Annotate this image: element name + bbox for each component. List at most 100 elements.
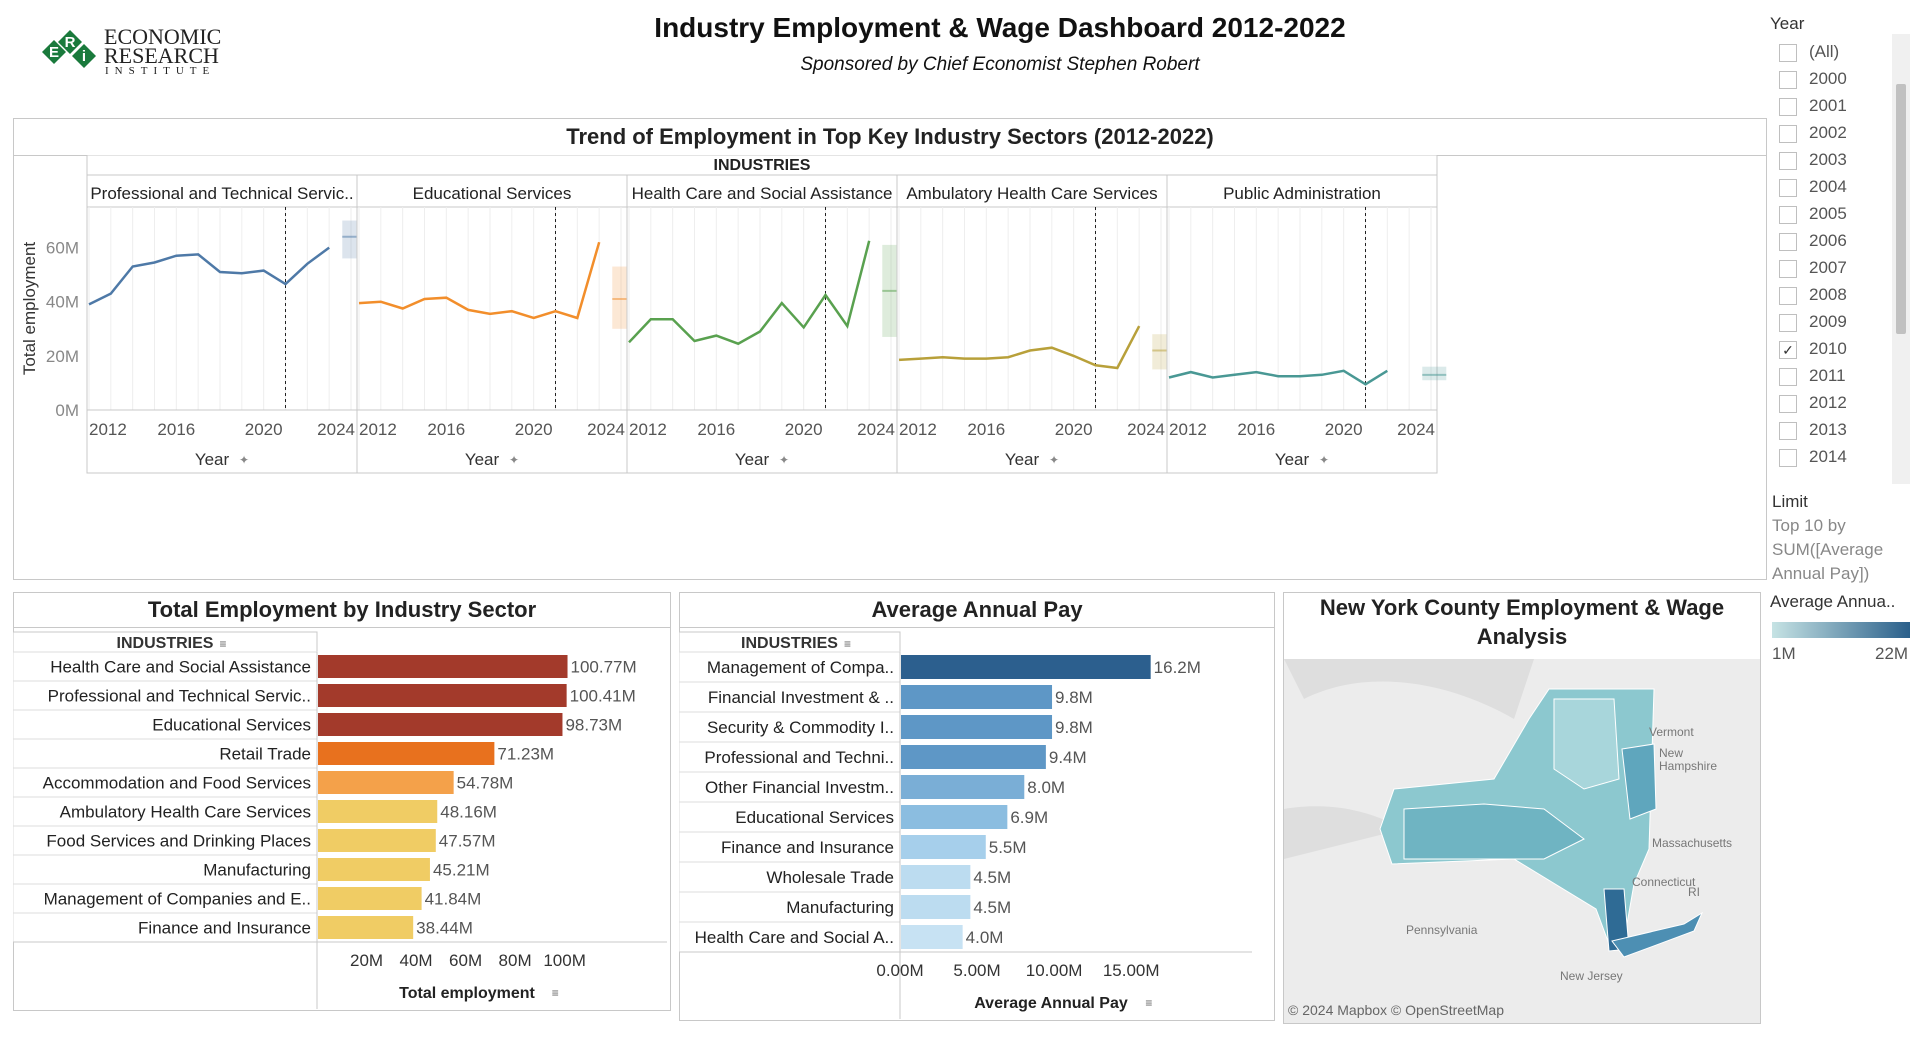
bar <box>901 685 1053 709</box>
bar-value-label: 9.4M <box>1049 748 1087 767</box>
bar <box>901 895 971 919</box>
category-label: Management of Compa.. <box>707 658 894 677</box>
category-label: Professional and Technical Servic.. <box>48 687 311 706</box>
row-label-box <box>13 854 318 885</box>
legend-max: 22M <box>1875 644 1909 663</box>
year-option[interactable]: 2007 <box>1779 258 1884 280</box>
legend-min: 1M <box>1772 644 1796 663</box>
bar <box>318 858 430 881</box>
scrollbar-thumb[interactable] <box>1896 84 1906 334</box>
category-label: Health Care and Social A.. <box>695 928 894 947</box>
bar-value-label: 98.73M <box>565 716 622 735</box>
year-option[interactable]: (All) <box>1779 42 1884 64</box>
category-label: Finance and Insurance <box>138 919 311 938</box>
x-tick-label: 40M <box>400 951 433 970</box>
bar <box>901 715 1053 739</box>
map-place-label: New Jersey <box>1560 969 1623 983</box>
county-region[interactable] <box>1621 743 1657 820</box>
y-tick-label: 0M <box>55 401 79 420</box>
bar <box>901 655 1151 679</box>
year-checkbox[interactable] <box>1779 395 1797 413</box>
pane-plot-area <box>356 206 628 411</box>
county-long-island[interactable] <box>1611 911 1704 958</box>
row-label-box <box>679 801 901 833</box>
map-place-label: Connecticut <box>1632 875 1696 889</box>
county-region[interactable] <box>1553 698 1620 790</box>
year-checkbox[interactable] <box>1779 71 1797 89</box>
x-tick-label: 2012 <box>899 420 937 439</box>
year-option[interactable]: 2004 <box>1779 177 1884 199</box>
year-option[interactable]: 2011 <box>1779 366 1884 388</box>
forecast-band <box>1422 366 1447 381</box>
trend-chart: INDUSTRIES Total employment 0M 20M 40M 60M Pro… <box>20 155 1447 474</box>
year-option[interactable]: ✓ 2010 <box>1779 339 1884 361</box>
year-filter-label: Year <box>1770 14 1805 33</box>
year-option[interactable]: 2009 <box>1779 312 1884 334</box>
sort-icon: ≡ <box>552 986 559 1000</box>
year-checkbox[interactable] <box>1779 98 1797 116</box>
x-tick-label: 2012 <box>629 420 667 439</box>
year-checkbox[interactable] <box>1779 260 1797 278</box>
industries-header: INDUSTRIES <box>117 635 214 652</box>
logo-line2: RESEARCH <box>104 43 219 68</box>
year-option-label: 2012 <box>1809 393 1847 412</box>
year-option[interactable]: 2001 <box>1779 96 1884 118</box>
year-checkbox[interactable] <box>1779 125 1797 143</box>
map-attribution[interactable]: © 2024 Mapbox © OpenStreetMap <box>1288 1002 1504 1018</box>
category-label: Other Financial Investm.. <box>705 778 894 797</box>
year-checkbox[interactable] <box>1779 422 1797 440</box>
x-axis-label: Year <box>195 450 230 469</box>
year-checkbox[interactable]: ✓ <box>1779 341 1797 359</box>
year-checkbox[interactable] <box>1779 449 1797 467</box>
pane-header-box <box>356 174 628 208</box>
category-label: Management of Companies and E.. <box>44 890 311 909</box>
year-option[interactable]: 2006 <box>1779 231 1884 253</box>
year-checkbox[interactable] <box>1779 179 1797 197</box>
year-checkbox[interactable] <box>1779 152 1797 170</box>
year-option[interactable]: 2000 <box>1779 69 1884 91</box>
year-option[interactable]: 2013 <box>1779 420 1884 442</box>
x-axis-label: Total employment <box>399 985 535 1002</box>
x-tick-label: 15.00M <box>1103 961 1160 980</box>
year-option[interactable]: 2012 <box>1779 393 1884 415</box>
bar <box>318 684 567 707</box>
x-tick-label: 2024 <box>317 420 355 439</box>
bar-value-label: 38.44M <box>416 919 473 938</box>
bar-value-label: 45.21M <box>433 861 490 880</box>
x-axis-label: Year <box>735 450 770 469</box>
year-option-label: 2013 <box>1809 420 1847 439</box>
pane-header-box <box>86 174 358 208</box>
pin-icon: ✦ <box>1319 453 1329 467</box>
x-tick-label: 10.00M <box>1026 961 1083 980</box>
year-option[interactable]: 2002 <box>1779 123 1884 145</box>
year-option[interactable]: 2005 <box>1779 204 1884 226</box>
category-label: Health Care and Social Assistance <box>50 658 311 677</box>
year-checkbox[interactable] <box>1779 206 1797 224</box>
pane-plot-area <box>896 206 1168 411</box>
bar <box>901 865 971 889</box>
year-checkbox[interactable] <box>1779 314 1797 332</box>
year-checkbox[interactable] <box>1779 233 1797 251</box>
page-subtitle: Sponsored by Chief Economist Stephen Rob… <box>800 54 1200 75</box>
year-option[interactable]: 2003 <box>1779 150 1884 172</box>
map-view[interactable]: Vermont New Hampshire Massachusetts Connect… <box>1284 659 1760 1023</box>
lake-shape <box>1284 659 1534 719</box>
y-tick-label: 60M <box>46 239 79 258</box>
pane-title: Health Care and Social Assistance <box>632 184 893 203</box>
county-region[interactable] <box>1403 803 1585 860</box>
category-label: Security & Commodity I.. <box>707 718 894 737</box>
x-tick-label: 60M <box>449 951 482 970</box>
filter-scrollbar[interactable] <box>1892 34 1910 484</box>
year-checkbox[interactable] <box>1779 44 1797 62</box>
category-label: Educational Services <box>152 716 311 735</box>
year-option[interactable]: 2014 <box>1779 447 1884 469</box>
bar <box>318 800 438 823</box>
year-option[interactable]: 2008 <box>1779 285 1884 307</box>
category-label: Accommodation and Food Services <box>43 774 311 793</box>
bar-value-label: 5.5M <box>989 838 1027 857</box>
year-checkbox[interactable] <box>1779 287 1797 305</box>
limit-text: Top 10 by SUM([Average Annual Pay]) <box>1772 516 1884 583</box>
category-label: Ambulatory Health Care Services <box>60 803 311 822</box>
x-tick-label: 2016 <box>967 420 1005 439</box>
year-checkbox[interactable] <box>1779 368 1797 386</box>
